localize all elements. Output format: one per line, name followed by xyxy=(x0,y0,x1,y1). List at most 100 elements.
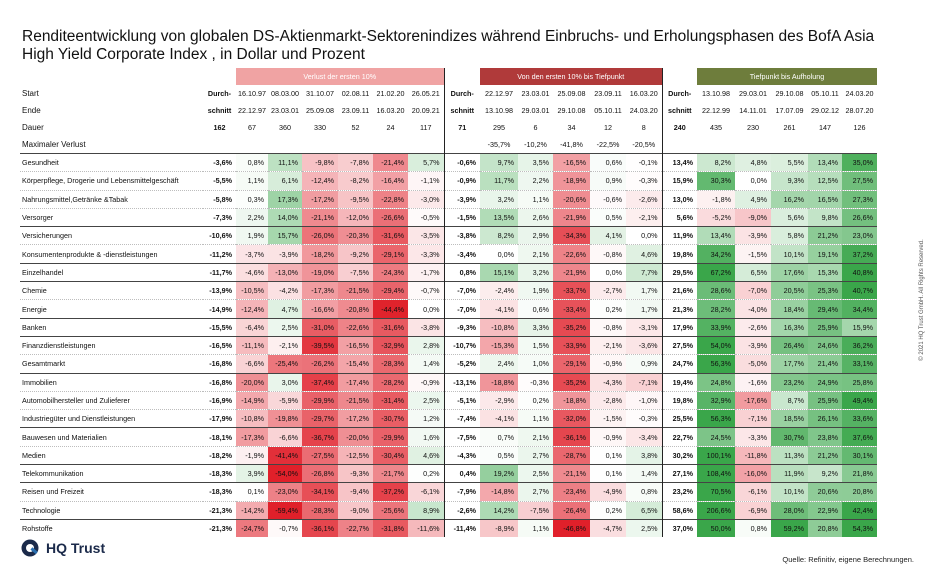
value-cell: 8,9% xyxy=(408,500,444,520)
value-cell: 18,5% xyxy=(771,409,808,428)
value-cell: 2,4% xyxy=(480,354,518,374)
value-cell: 206,6% xyxy=(697,500,735,520)
meta-cell xyxy=(842,136,877,154)
sector-label: Bauwesen und Materialien xyxy=(20,427,203,447)
value-cell: 1,1% xyxy=(518,409,553,428)
value-cell: 1,2% xyxy=(408,409,444,428)
meta-row-starts: Start Durch- 16.10.97 08.03.00 31.10.07 02.08… xyxy=(20,85,877,102)
meta-cell: 330 xyxy=(314,123,326,132)
value-cell: -20,0% xyxy=(338,427,373,447)
meta-cell: 05.10.11 xyxy=(594,106,622,115)
meta-cell: 24 xyxy=(386,123,395,132)
meta-cell: 67 xyxy=(248,123,256,132)
table-row: Reisen und Freizeit -18,3% 0,1% -23,0% -34,1… xyxy=(20,482,877,502)
value-cell: -18,2% xyxy=(302,244,338,264)
value-cell: 1,1% xyxy=(236,171,268,191)
value-cell: 2,2% xyxy=(518,171,553,191)
value-cell: -15,4% xyxy=(338,354,373,374)
value-cell: 1,0% xyxy=(518,354,553,374)
value-cell: 25,8% xyxy=(842,372,877,392)
value-cell: -44,4% xyxy=(373,299,408,319)
value-cell: 4,6% xyxy=(626,244,662,264)
avg-cell: -5,8% xyxy=(203,189,236,209)
avg-cell: -17,9% xyxy=(203,409,236,428)
avg-cell: -21,3% xyxy=(203,500,236,520)
avg-cell: -7,0% xyxy=(443,299,480,319)
value-cell: 30,7% xyxy=(771,427,808,447)
meta-cell: 147 xyxy=(819,123,831,132)
value-cell: -2,8% xyxy=(590,390,626,410)
value-cell: 34,4% xyxy=(842,299,877,319)
meta-cell xyxy=(338,136,373,154)
value-cell: -1,6% xyxy=(735,372,771,392)
value-cell: 6,5% xyxy=(626,500,662,520)
avg-cell: -18,2% xyxy=(203,445,236,465)
value-cell: -9,5% xyxy=(338,189,373,209)
meta-cell xyxy=(771,136,808,154)
avg-cell: 19,4% xyxy=(661,372,697,392)
value-cell: -12,4% xyxy=(236,299,268,319)
avg-cell: -16,5% xyxy=(203,335,236,355)
avg-cell: -5,1% xyxy=(443,390,480,410)
value-cell: -31,6% xyxy=(373,226,408,245)
table-row: Technologie -21,3% -14,2% -59,4% -28,3% -9,0%… xyxy=(20,500,877,520)
value-cell: 16,3% xyxy=(771,317,808,337)
meta-cell: 261 xyxy=(783,123,796,132)
avg-cell: -13,9% xyxy=(203,281,236,300)
value-cell: 6,1% xyxy=(268,171,302,191)
avg-cell: -16,8% xyxy=(203,354,236,374)
value-cell: -28,7% xyxy=(553,445,590,465)
meta-cell: Durch- xyxy=(207,89,232,98)
value-cell: -4,6% xyxy=(236,262,268,282)
value-cell: 16,2% xyxy=(771,189,808,209)
value-cell: 2,6% xyxy=(518,207,553,227)
value-cell: 8,2% xyxy=(697,152,735,172)
table-row: Finanzdienstleistungen -16,5% -11,1% -2,1% -… xyxy=(20,335,877,355)
value-cell: 17,6% xyxy=(771,262,808,282)
table-row: Gesundheit -3,6% 0,8% 11,1% -9,8% -7,8% -21,4%… xyxy=(20,152,877,172)
value-cell: -21,7% xyxy=(373,464,408,483)
value-cell: -6,6% xyxy=(236,354,268,374)
value-cell: -3,9% xyxy=(268,244,302,264)
avg-cell: 21,3% xyxy=(661,299,697,319)
sector-label: Finanzdienstleistungen xyxy=(20,335,203,355)
value-cell: 15,7% xyxy=(268,226,302,245)
value-cell: 67,2% xyxy=(697,262,735,282)
avg-cell: 22,7% xyxy=(661,427,697,447)
value-cell: -23,0% xyxy=(268,482,302,502)
value-cell: 24,9% xyxy=(808,372,842,392)
meta-cell xyxy=(373,136,408,154)
avg-cell: 23,2% xyxy=(661,482,697,502)
avg-cell: -0,6% xyxy=(443,152,480,172)
value-cell: 1,7% xyxy=(626,299,662,319)
value-cell: -16,6% xyxy=(302,299,338,319)
meta-cell: 05.10.11 xyxy=(811,89,839,98)
avg-cell: 19,8% xyxy=(661,390,697,410)
meta-cell: 29.10.08 xyxy=(557,106,586,115)
meta-cell: 52 xyxy=(351,123,360,132)
value-cell: 6,5% xyxy=(735,262,771,282)
avg-cell: 21,6% xyxy=(661,281,697,300)
value-cell: -8,2% xyxy=(338,171,373,191)
value-cell: -6,9% xyxy=(735,500,771,520)
value-cell: -36,1% xyxy=(553,427,590,447)
meta-row-max_loss: Maximaler Verlust -35,7% -10,2% -41,8% -22,5… xyxy=(20,136,877,154)
meta-label: Ende xyxy=(22,106,41,115)
value-cell: -3,6% xyxy=(626,335,662,355)
meta-cell: 126 xyxy=(853,123,866,132)
value-cell: 11,1% xyxy=(268,152,302,172)
value-cell: 0,1% xyxy=(590,445,626,465)
avg-cell: -3,8% xyxy=(443,226,480,245)
value-cell: -0,3% xyxy=(626,171,662,191)
value-cell: -4,9% xyxy=(590,482,626,502)
source-note: Quelle: Refinitiv, eigene Berechnungen. xyxy=(782,555,914,564)
meta-cell: 6 xyxy=(533,123,538,132)
value-cell: 2,5% xyxy=(268,317,302,337)
meta-cell: 17.07.09 xyxy=(775,106,804,115)
value-cell: 14,0% xyxy=(268,207,302,227)
value-cell: -3,1% xyxy=(626,317,662,337)
value-cell: -7,5% xyxy=(338,262,373,282)
value-cell: -20,3% xyxy=(338,226,373,245)
value-cell: -21,1% xyxy=(553,464,590,483)
value-cell: -18,8% xyxy=(480,372,518,392)
